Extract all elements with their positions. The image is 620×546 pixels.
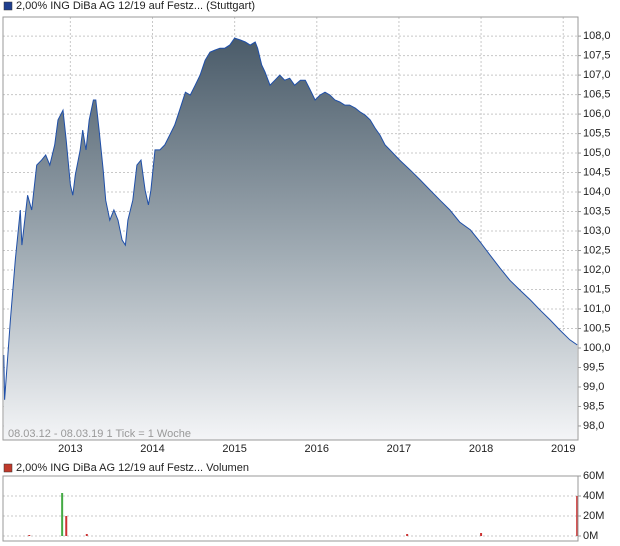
- y-tick-label: 103,5: [583, 205, 611, 217]
- plot-border: [2, 475, 579, 542]
- y-tick-label: 99,5: [583, 361, 604, 373]
- volume-bar: [480, 533, 483, 536]
- y-tick-label: 102,0: [583, 264, 611, 276]
- y-tick-label: 104,5: [583, 166, 611, 178]
- legend-swatch: [3, 463, 13, 473]
- volume-bar: [406, 534, 409, 536]
- volume-bar: [65, 516, 68, 536]
- y-tick-label: 105,0: [583, 147, 611, 159]
- volume-bar: [61, 493, 64, 536]
- y-tick-label: 106,5: [583, 88, 611, 100]
- x-tick-label: 2015: [222, 443, 246, 455]
- plot-frame: [2, 475, 579, 542]
- legend-label: 2,00% ING DiBa AG 12/19 auf Festz... (St…: [16, 0, 255, 12]
- y-tick-label: 107,0: [583, 69, 611, 81]
- y-tick-label: 100,5: [583, 322, 611, 334]
- y-tick-label: 102,5: [583, 244, 611, 256]
- y-tick-label: 99,0: [583, 381, 604, 393]
- y-tick-label: 98,5: [583, 400, 604, 412]
- y-tick-label: 20M: [583, 510, 604, 522]
- x-tick-label: 2016: [305, 443, 329, 455]
- x-tick-label: 2019: [551, 443, 575, 455]
- y-tick-label: 60M: [583, 470, 604, 482]
- y-tick-label: 101,0: [583, 303, 611, 315]
- y-tick-label: 40M: [583, 490, 604, 502]
- y-tick-label: 0M: [583, 530, 598, 542]
- x-tick-label: 2017: [387, 443, 411, 455]
- y-tick-label: 98,0: [583, 420, 604, 432]
- range-note: 08.03.12 - 08.03.19 1 Tick = 1 Woche: [8, 428, 191, 440]
- x-tick-label: 2013: [58, 443, 82, 455]
- x-tick-label: 2014: [140, 443, 164, 455]
- plot-border: [2, 16, 579, 441]
- volume-bar: [576, 496, 579, 536]
- volume-bar: [28, 535, 31, 536]
- price-line: [3, 37, 578, 400]
- volume-bar: [85, 534, 88, 536]
- y-tick-label: 107,5: [583, 50, 611, 62]
- x-tick-label: 2018: [469, 443, 493, 455]
- y-tick-label: 100,0: [583, 342, 611, 354]
- y-tick-label: 103,0: [583, 225, 611, 237]
- y-tick-label: 106,0: [583, 108, 611, 120]
- legend-label: 2,00% ING DiBa AG 12/19 auf Festz... Vol…: [16, 462, 249, 474]
- y-tick-label: 101,5: [583, 283, 611, 295]
- y-tick-label: 108,0: [583, 30, 611, 42]
- y-tick-label: 104,0: [583, 186, 611, 198]
- y-tick-label: 105,5: [583, 127, 611, 139]
- legend-swatch: [3, 1, 13, 11]
- price-area: [3, 38, 578, 440]
